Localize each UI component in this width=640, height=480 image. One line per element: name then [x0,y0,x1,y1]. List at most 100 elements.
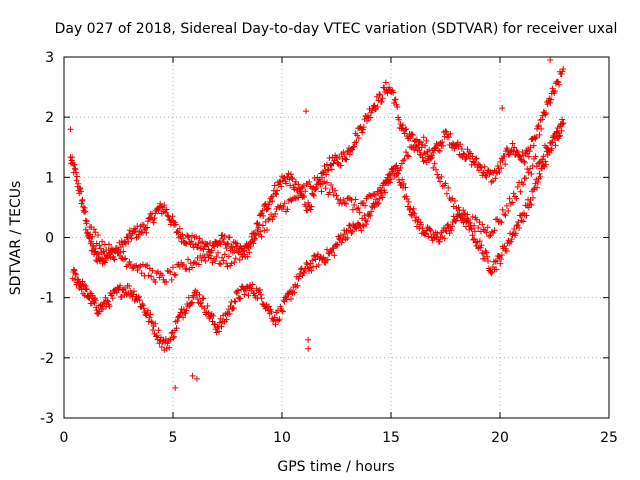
data-point [106,303,113,310]
data-point [183,307,190,314]
data-point [71,267,78,274]
data-point [529,194,536,201]
data-point [210,312,217,319]
data-point [447,196,454,203]
data-point [180,261,187,268]
data-point [82,208,89,215]
x-tick-labels: 0 5 10 15 20 25 [60,430,618,446]
data-point [431,145,438,152]
data-point [422,142,429,149]
data-point [497,260,504,267]
data-point [301,269,308,276]
data-point [214,249,221,256]
data-point [265,303,272,310]
data-point [168,276,175,283]
data-point [382,79,389,86]
data-point [223,245,230,252]
data-point [386,171,393,178]
data-point [88,238,95,245]
data-point [542,111,549,118]
data-point [370,191,377,198]
data-point [235,249,242,256]
data-point [108,249,115,256]
data-point [246,249,253,256]
data-point [110,255,117,262]
data-point [135,293,142,300]
data-point [86,234,93,241]
data-point [523,212,530,219]
data-point [422,230,429,237]
data-point [175,229,182,236]
data-point [104,297,111,304]
data-point [338,239,345,246]
data-point [501,211,508,218]
data-point [135,264,142,271]
data-point [234,240,241,247]
data-point [229,249,236,256]
data-point [155,327,162,334]
data-point [445,134,452,141]
data-point [428,154,435,161]
data-point [287,171,294,178]
data-point [327,162,334,169]
data-point [73,177,80,184]
grid-lines [64,57,609,418]
data-point [115,250,122,257]
data-point [245,292,252,299]
data-point [378,192,385,199]
data-point [498,165,505,172]
data-point [144,307,151,314]
data-point [517,156,524,163]
data-point [296,273,303,280]
data-point [440,142,447,149]
data-point [441,235,448,242]
data-point [212,258,219,265]
data-point [525,153,532,160]
data-point [194,296,201,303]
data-point [490,229,497,236]
data-point [526,148,533,155]
data-point [374,199,381,206]
data-point [395,116,402,123]
data-point [307,206,314,213]
data-point [244,253,251,260]
data-point [211,321,218,328]
data-point [204,302,211,309]
data-point [547,140,554,147]
data-point [146,314,153,321]
data-point [77,188,84,195]
data-point [76,184,83,191]
data-point [288,197,295,204]
data-point [332,187,339,194]
data-point [196,235,203,242]
data-point [75,180,82,187]
data-point [434,171,441,178]
data-point [405,153,412,160]
data-point [527,144,534,151]
data-point [96,242,103,249]
data-point [221,233,228,240]
data-point [449,195,456,202]
data-point [476,238,483,245]
data-point [348,230,355,237]
data-point [228,243,235,250]
data-point [274,203,281,210]
data-point [143,229,150,236]
data-point [443,190,450,197]
data-point [243,287,250,294]
data-point [356,209,363,216]
data-point [211,243,218,250]
data-point [420,134,427,141]
data-point [520,181,527,188]
data-point [198,299,205,306]
data-point [513,147,520,154]
data-point [449,223,456,230]
data-point [485,258,492,265]
data-point [496,169,503,176]
data-point [120,248,127,255]
data-point [551,134,558,141]
data-point [305,199,312,206]
data-point [69,154,76,161]
data-point [123,263,130,270]
data-point [152,320,159,327]
